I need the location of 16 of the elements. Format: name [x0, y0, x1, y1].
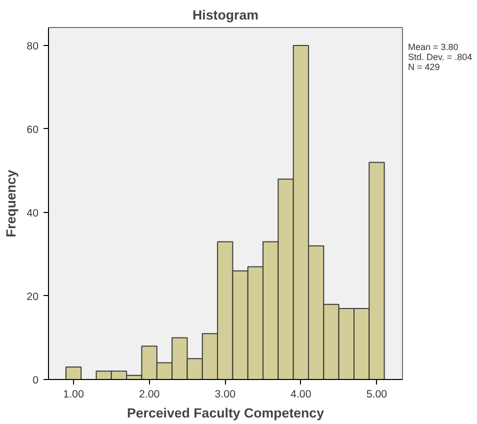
- y-tick-label: 0: [32, 374, 39, 386]
- text: N = 429: [408, 62, 441, 72]
- y-axis-title: Frequency: [4, 169, 19, 238]
- x-tick-label: 5.00: [366, 388, 388, 400]
- x-tick-label: 2.00: [138, 388, 160, 400]
- y-tick-label: 40: [26, 207, 39, 220]
- x-tick-label: 3.00: [214, 388, 236, 400]
- y-tick-label: 20: [26, 290, 39, 303]
- y-tick-label: 80: [26, 40, 39, 52]
- text: Mean = 3.80: [408, 42, 460, 52]
- x-axis-title: Perceived Faculty Competency: [126, 406, 325, 420]
- chart-title: Histogram: [192, 8, 259, 22]
- x-tick-label: 1.00: [63, 388, 84, 400]
- y-tick-label: 60: [26, 124, 39, 136]
- x-tick-label: 4.00: [290, 388, 312, 400]
- text: Std. Dev. = .804: [408, 52, 472, 62]
